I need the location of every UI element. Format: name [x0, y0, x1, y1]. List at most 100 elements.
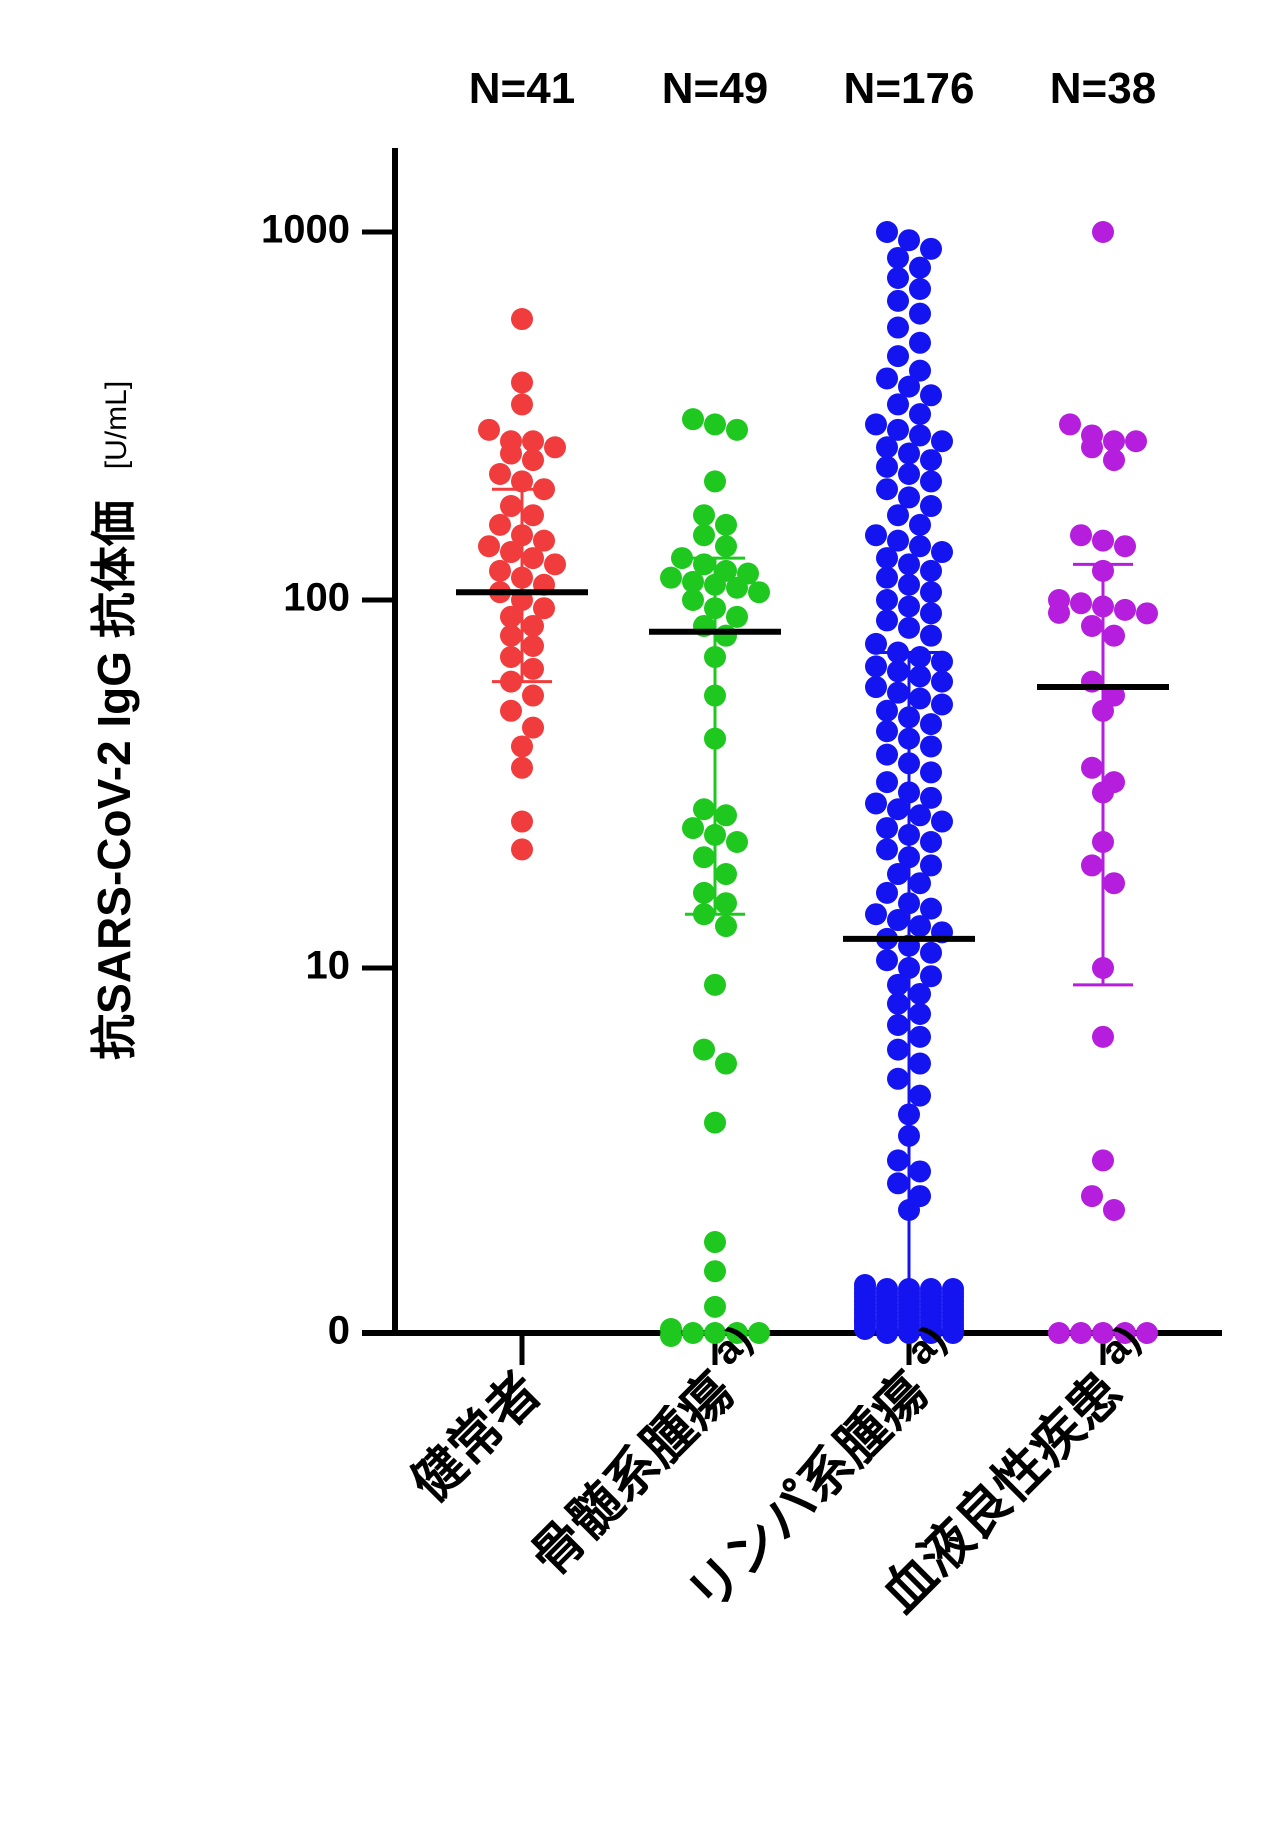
data-point: [887, 1067, 909, 1090]
data-point: [898, 727, 920, 750]
data-point: [920, 735, 942, 758]
data-point: [898, 229, 920, 252]
data-point: [931, 430, 953, 453]
data-point: [1048, 1322, 1070, 1344]
data-point: [909, 278, 931, 301]
data-point: [693, 1038, 715, 1061]
data-point: [1059, 413, 1081, 436]
data-point: [876, 566, 898, 589]
data-point: [726, 576, 748, 599]
data-point: [909, 403, 931, 426]
data-point: [511, 756, 533, 779]
data-point: [704, 470, 726, 493]
data-point: [865, 655, 887, 678]
data-point: [726, 605, 748, 628]
data-point: [511, 524, 533, 547]
data-point: [887, 246, 909, 269]
data-point: [876, 949, 898, 972]
data-point: [1092, 1322, 1114, 1344]
data-point: [660, 566, 682, 589]
data-point: [920, 449, 942, 472]
data-point: [693, 798, 715, 821]
data-point: [522, 684, 544, 707]
data-point: [522, 614, 544, 637]
data-point: [865, 524, 887, 547]
data-point: [693, 846, 715, 869]
data-point: [898, 957, 920, 979]
data-point: [909, 804, 931, 827]
data-point: [909, 915, 931, 938]
data-point: [478, 535, 500, 558]
iqr-bars: [492, 487, 1133, 1335]
data-point: [500, 495, 522, 518]
data-point: [533, 529, 555, 552]
data-point: [931, 810, 953, 833]
data-point: [715, 892, 737, 915]
data-point: [533, 597, 555, 620]
data-point: [1114, 1322, 1136, 1344]
data-point: [909, 331, 931, 354]
data-point: [865, 792, 887, 815]
n-labels: N=41 N=49 N=176 N=38: [469, 64, 1156, 113]
data-point: [693, 881, 715, 904]
data-point: [898, 486, 920, 509]
data-point: [489, 462, 511, 485]
data-point: [920, 495, 942, 518]
data-point: [704, 973, 726, 996]
data-point: [522, 547, 544, 570]
data-point: [1114, 598, 1136, 621]
data-point: [909, 535, 931, 558]
data-point: [898, 892, 920, 915]
data-point: [704, 573, 726, 596]
median-lines: [456, 589, 1169, 942]
data-point: [942, 1278, 964, 1300]
data-point: [1070, 1322, 1092, 1344]
data-point: [876, 1278, 898, 1300]
data-point: [887, 316, 909, 339]
data-point: [715, 863, 737, 886]
data-point: [865, 903, 887, 926]
data-point: [522, 657, 544, 680]
data-point: [887, 863, 909, 886]
data-point: [544, 553, 566, 576]
data-point: [920, 624, 942, 647]
data-point: [1081, 1185, 1103, 1208]
data-point: [1070, 592, 1092, 615]
data-point: [500, 605, 522, 628]
data-point: [704, 1231, 726, 1254]
data-point: [909, 302, 931, 325]
x-ticks: [519, 1333, 1106, 1365]
data-point: [1070, 524, 1092, 547]
data-point: [876, 817, 898, 840]
y-axis-label: 抗SARS-CoV-2 IgG 抗体価: [88, 500, 140, 1060]
data-point: [682, 570, 704, 593]
data-point: [511, 393, 533, 416]
data-point: [909, 424, 931, 447]
data-point: [522, 449, 544, 472]
data-point: [544, 436, 566, 459]
data-point: [920, 897, 942, 920]
data-point: [704, 1111, 726, 1134]
data-point: [909, 872, 931, 895]
data-point: [704, 1260, 726, 1283]
data-point: [876, 221, 898, 243]
data-point: [1103, 872, 1125, 895]
data-point: [887, 1014, 909, 1037]
data-point: [865, 676, 887, 699]
data-point: [704, 1295, 726, 1318]
data-point: [876, 771, 898, 794]
data-point: [1081, 436, 1103, 459]
data-point: [909, 513, 931, 536]
n-count-label: N=41: [469, 64, 575, 113]
data-point: [909, 1084, 931, 1107]
data-point: [704, 684, 726, 707]
data-point: [715, 804, 737, 827]
data-point: [533, 478, 555, 501]
data-point: [682, 589, 704, 611]
data-point: [1092, 529, 1114, 552]
data-point: [1092, 830, 1114, 853]
data-point: [511, 838, 533, 861]
data-point: [920, 830, 942, 853]
y-ticks: 0 10 100 1000: [261, 208, 395, 1353]
